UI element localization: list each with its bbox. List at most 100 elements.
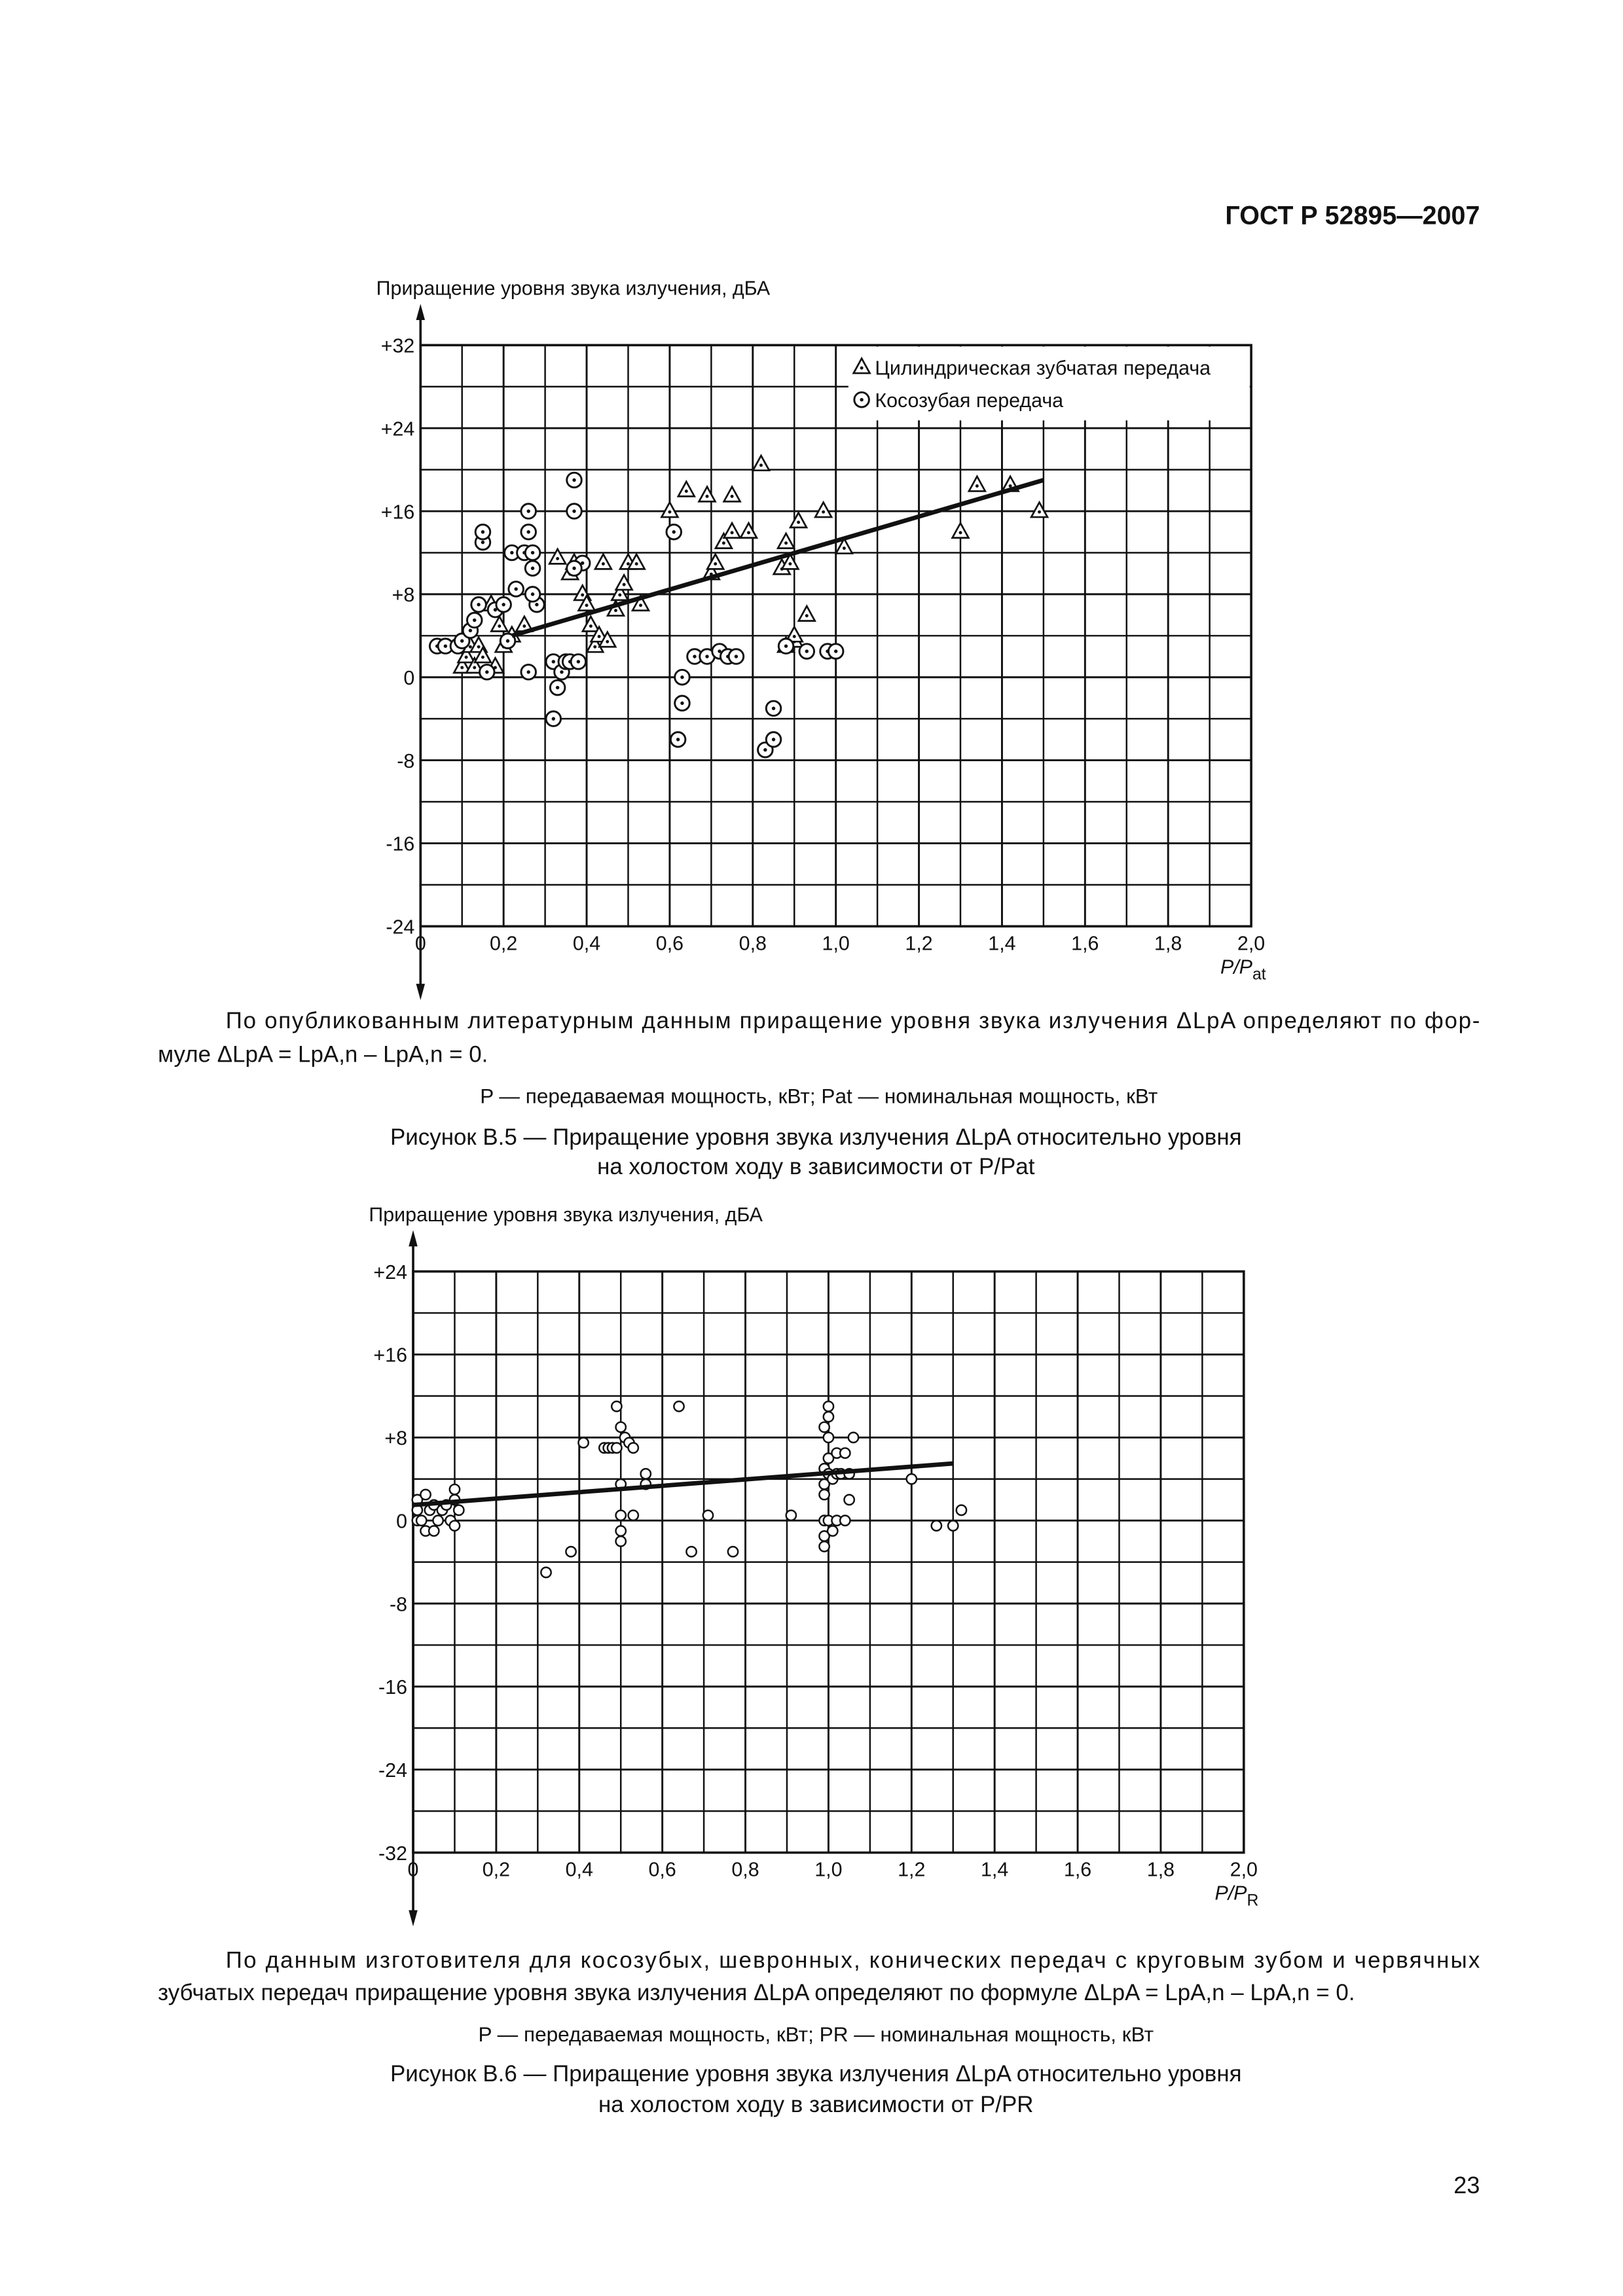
circle-dot — [501, 603, 505, 607]
y-axis-title: Приращение уровня звука излучения, дБА — [369, 1204, 763, 1226]
y-tick-label: -16 — [386, 833, 414, 855]
triangle-dot — [556, 557, 560, 561]
circle-marker — [727, 648, 745, 665]
circle-dot — [468, 628, 473, 633]
circle-marker — [437, 637, 454, 655]
triangle-dot — [589, 624, 593, 628]
triangle-dot — [721, 541, 725, 545]
circle-dot — [551, 717, 555, 721]
triangle-dot — [714, 562, 718, 565]
circle-marker — [822, 1400, 835, 1412]
notation: P — передаваемая мощность, кВт; PR — ном… — [478, 2022, 1154, 2046]
y-tick-label: +24 — [381, 418, 415, 440]
circle-dot — [576, 660, 581, 664]
triangle-shape — [780, 552, 800, 570]
y-tick-label: +24 — [373, 1261, 407, 1283]
circle-dot — [680, 701, 684, 706]
x-tick-label: 2,0 — [1230, 1859, 1258, 1881]
triangle-dot — [622, 583, 626, 586]
circle-marker — [452, 1504, 465, 1516]
triangle-dot — [581, 593, 585, 597]
y-tick-label: -8 — [390, 1593, 407, 1615]
circle-marker — [566, 503, 583, 520]
triangle-marker — [784, 624, 804, 643]
circle-marker — [432, 1515, 444, 1527]
triangle-dot — [958, 531, 962, 535]
circle-marker — [702, 1509, 714, 1522]
circle-marker — [826, 1525, 839, 1537]
triangle-shape — [951, 521, 970, 539]
y-tick-label: 0 — [403, 667, 414, 689]
x-tick-label: 0,2 — [483, 1859, 510, 1881]
triangle-dot — [730, 494, 734, 498]
triangle-dot — [788, 562, 792, 565]
circle-dot — [530, 592, 535, 596]
triangle-marker — [697, 484, 717, 503]
triangle-shape — [547, 547, 568, 565]
circle-marker — [765, 731, 782, 748]
triangle-marker — [581, 615, 601, 632]
x-tick-label: 0,8 — [731, 1859, 759, 1881]
circle-marker — [503, 544, 520, 562]
circle-marker — [843, 1494, 856, 1506]
circle-marker — [930, 1520, 943, 1532]
legend-label: Цилиндрическая зубчатая передача — [875, 357, 1211, 379]
triangle-dot — [805, 614, 809, 618]
circle-marker — [565, 1545, 577, 1558]
figure-caption: на холостом ходу в зависимости от P/Pat — [597, 1154, 1035, 1179]
circle-dot — [473, 618, 477, 622]
triangle-dot — [822, 510, 826, 514]
triangle-marker — [967, 475, 987, 492]
circle-dot — [481, 530, 485, 534]
x-tick-label: 2,0 — [1237, 932, 1265, 954]
circle-dot — [572, 478, 576, 482]
triangle-shape — [1029, 500, 1049, 518]
triangle-marker — [490, 615, 509, 632]
triangle-marker — [452, 656, 472, 674]
legend-box — [848, 346, 1250, 421]
circle-marker — [947, 1520, 959, 1532]
triangle-dot — [618, 593, 622, 597]
triangle-marker — [951, 521, 970, 539]
circle-marker — [955, 1504, 968, 1516]
triangle-shape — [452, 656, 472, 674]
circle-marker — [448, 1520, 461, 1532]
circle-dot — [693, 655, 697, 658]
circle-dot — [477, 603, 481, 607]
circle-dot — [551, 660, 555, 664]
circle-marker — [524, 560, 541, 577]
triangle-shape — [589, 624, 609, 643]
circle-marker — [420, 1488, 431, 1501]
circle-dot — [672, 530, 676, 534]
circle-marker — [495, 596, 512, 613]
circle-marker — [520, 524, 537, 541]
x-tick-label: 0,6 — [649, 1859, 676, 1881]
circle-marker — [466, 611, 483, 629]
triangle-shape — [465, 656, 484, 674]
x-tick-label: 1,4 — [981, 1859, 1008, 1881]
x-tick-label: 0,8 — [739, 932, 767, 954]
triangle-marker — [593, 552, 613, 570]
triangle-dot — [585, 603, 589, 607]
circle-marker — [822, 1452, 835, 1464]
y-tick-label: -16 — [378, 1676, 407, 1698]
triangle-dot — [797, 520, 801, 524]
triangle-dot — [613, 609, 617, 613]
circle-dot — [526, 670, 530, 674]
circle-marker — [615, 1525, 627, 1537]
x-axis-title-sub: R — [1247, 1892, 1258, 1910]
y-tick-label: +8 — [392, 584, 415, 606]
circle-marker — [448, 1483, 461, 1496]
triangle-marker — [706, 552, 725, 570]
triangle-marker — [834, 537, 854, 554]
circle-dot — [530, 566, 535, 570]
circle-dot — [705, 655, 709, 658]
arrow-head — [409, 1230, 418, 1247]
circle-dot — [555, 685, 560, 690]
triangle-dot — [746, 531, 750, 535]
circle-marker — [507, 581, 524, 598]
circle-marker — [524, 544, 541, 562]
circle-marker — [627, 1509, 640, 1522]
